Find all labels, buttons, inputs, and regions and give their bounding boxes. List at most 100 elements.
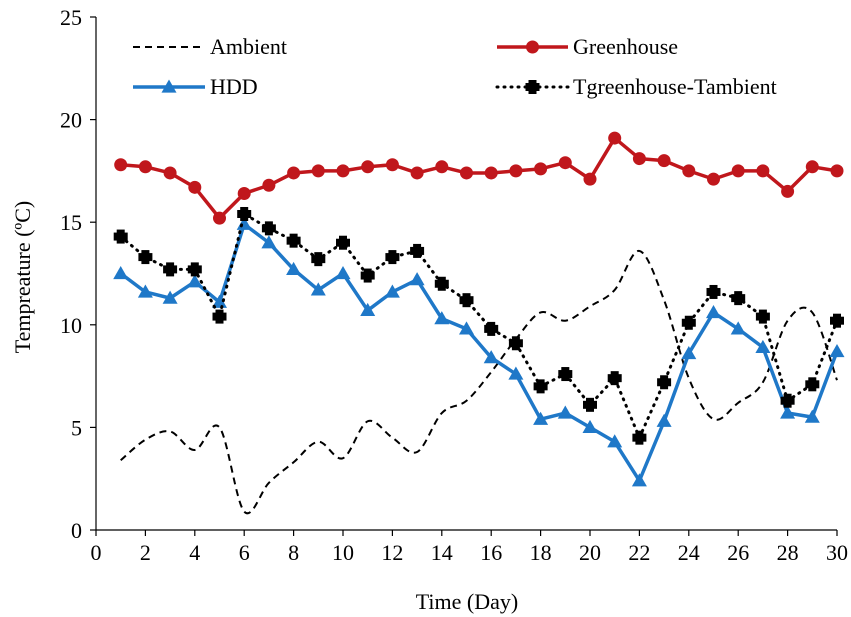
data-point-part (212, 312, 227, 321)
data-point (385, 250, 400, 265)
data-point (187, 262, 202, 277)
x-tick-label: 6 (239, 540, 250, 565)
data-point (508, 366, 524, 380)
legend-item-ambient: Ambient (133, 34, 287, 59)
data-point (237, 186, 251, 200)
data-point (681, 346, 697, 360)
data-point (212, 309, 227, 324)
data-point (114, 158, 128, 172)
data-point (707, 172, 720, 186)
legend-item-tgreenhouse-tambient: Tgreenhouse-Tambient (495, 74, 777, 99)
series-layer (113, 131, 845, 515)
data-point (113, 229, 128, 244)
data-point (162, 290, 178, 304)
x-tick-label: 22 (628, 540, 650, 565)
data-point-part (484, 324, 499, 333)
data-point (286, 261, 302, 276)
data-point-part (755, 312, 770, 321)
y-tick-label: 10 (60, 313, 82, 338)
data-point-part (113, 232, 128, 241)
y-tick-label: 0 (71, 518, 82, 543)
x-axis-title: Time (Day) (416, 589, 518, 614)
data-point (360, 268, 375, 283)
data-point-part (434, 279, 449, 288)
data-point (434, 311, 450, 325)
series-line (120, 136, 838, 220)
data-point (731, 164, 745, 178)
data-point (410, 243, 425, 258)
data-point (212, 294, 227, 308)
data-point (484, 166, 498, 180)
data-point (706, 284, 721, 299)
data-point (335, 266, 351, 280)
data-point (608, 131, 622, 145)
data-point-part (187, 265, 202, 274)
data-point (534, 162, 548, 176)
data-point-part (385, 253, 400, 262)
x-tick-label: 16 (480, 540, 502, 565)
data-point-part (558, 370, 573, 379)
data-point-part (533, 382, 548, 391)
data-point (706, 304, 721, 319)
data-point (213, 211, 226, 225)
data-point (286, 233, 301, 248)
data-point (336, 235, 350, 250)
y-tick-label: 5 (71, 415, 82, 440)
data-point (631, 473, 647, 487)
data-point (730, 321, 746, 335)
y-tick-label: 20 (60, 108, 82, 133)
x-tick-label: 26 (727, 540, 749, 565)
data-point (731, 291, 746, 306)
data-point (533, 379, 548, 394)
data-point (558, 156, 572, 170)
data-point (805, 377, 820, 392)
data-point-part (805, 380, 820, 389)
data-point (237, 206, 252, 221)
series-line (119, 211, 839, 442)
y-axis-title: Tempreature (ºC) (10, 201, 35, 354)
data-point (780, 405, 796, 419)
data-point-part (261, 224, 276, 233)
data-point-part (657, 378, 672, 387)
data-point (311, 252, 326, 267)
series-ambient (120, 249, 838, 515)
series-tgreenhouse-tambient (113, 206, 844, 445)
data-point-part (830, 316, 844, 325)
data-point-part (336, 238, 350, 247)
data-point (830, 313, 844, 328)
data-point (409, 272, 425, 286)
data-point-part (163, 265, 178, 274)
series-line (119, 222, 839, 483)
data-point-part (583, 400, 597, 409)
data-point (805, 160, 819, 174)
data-point (526, 40, 539, 54)
legend-label: Ambient (210, 34, 287, 59)
data-point (435, 160, 449, 174)
series-hdd (113, 216, 845, 487)
data-point-part (286, 236, 301, 245)
data-point (384, 284, 400, 298)
legend-item-greenhouse: Greenhouse (497, 34, 678, 59)
data-point-part (311, 255, 326, 264)
data-point-part (706, 287, 721, 296)
y-tick-label: 15 (60, 210, 82, 235)
data-point (780, 393, 795, 408)
legend-label: Greenhouse (573, 34, 678, 59)
series-greenhouse (114, 131, 844, 225)
data-point (756, 164, 770, 178)
data-point (261, 235, 277, 249)
data-point-part (237, 209, 252, 218)
data-point (804, 409, 820, 423)
data-point (632, 152, 646, 166)
x-tick-label: 0 (91, 540, 102, 565)
data-point (533, 411, 549, 425)
data-point (781, 184, 795, 198)
data-point (755, 309, 770, 324)
data-point (261, 221, 276, 236)
data-point (113, 266, 129, 280)
data-point-part (607, 374, 622, 383)
data-point (336, 164, 350, 178)
data-point (188, 180, 202, 194)
data-point (410, 166, 424, 180)
